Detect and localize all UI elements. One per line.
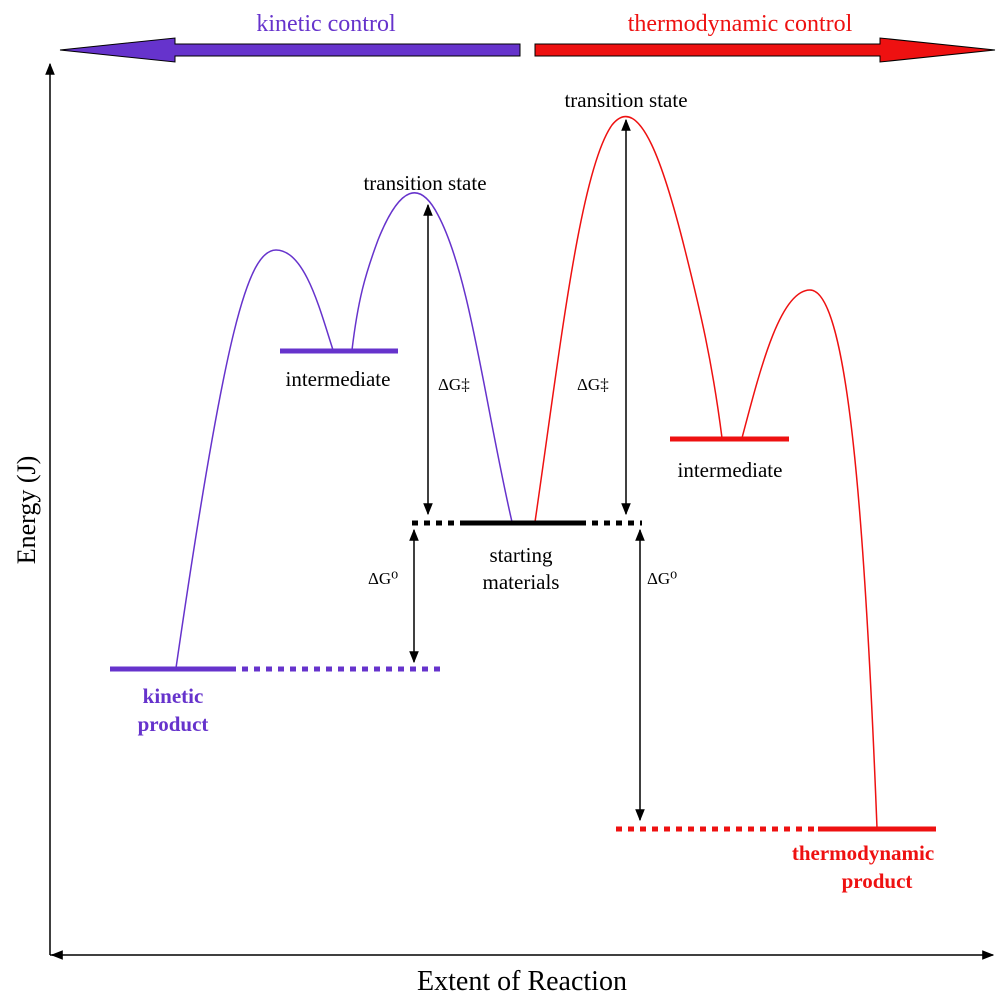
ts-kinetic-label: transition state (363, 171, 486, 195)
dg0-kinetic-label: ΔG⁰ (368, 569, 398, 588)
dg-activation-thermo-label: ΔG‡ (577, 375, 609, 394)
thermodynamic-control-arrow (534, 37, 996, 63)
thermo-product-label-2: product (842, 869, 913, 893)
thermo-pathway-curve (534, 116, 878, 829)
kinetic-control-arrow (59, 37, 521, 63)
kinetic-product-label-1: kinetic (143, 684, 204, 708)
kinetic-control-label: kinetic control (256, 11, 396, 37)
dg-activation-kinetic-label: ΔG‡ (438, 375, 470, 394)
ts-thermo-label: transition state (564, 88, 687, 112)
dg0-thermo-label: ΔG⁰ (647, 569, 677, 588)
y-axis-label: Energy (J) (12, 456, 41, 565)
starting-materials-label-2: materials (483, 570, 560, 594)
int-thermo-label: intermediate (678, 458, 783, 482)
thermo-product-label-1: thermodynamic (792, 841, 934, 865)
kinetic-product-label-2: product (138, 712, 209, 736)
x-axis-label: Extent of Reaction (417, 966, 627, 997)
thermodynamic-control-label: thermodynamic control (628, 11, 853, 37)
int-kinetic-label: intermediate (286, 367, 391, 391)
starting-materials-label-1: starting (490, 543, 553, 567)
kinetic-pathway-curve (175, 192, 513, 669)
